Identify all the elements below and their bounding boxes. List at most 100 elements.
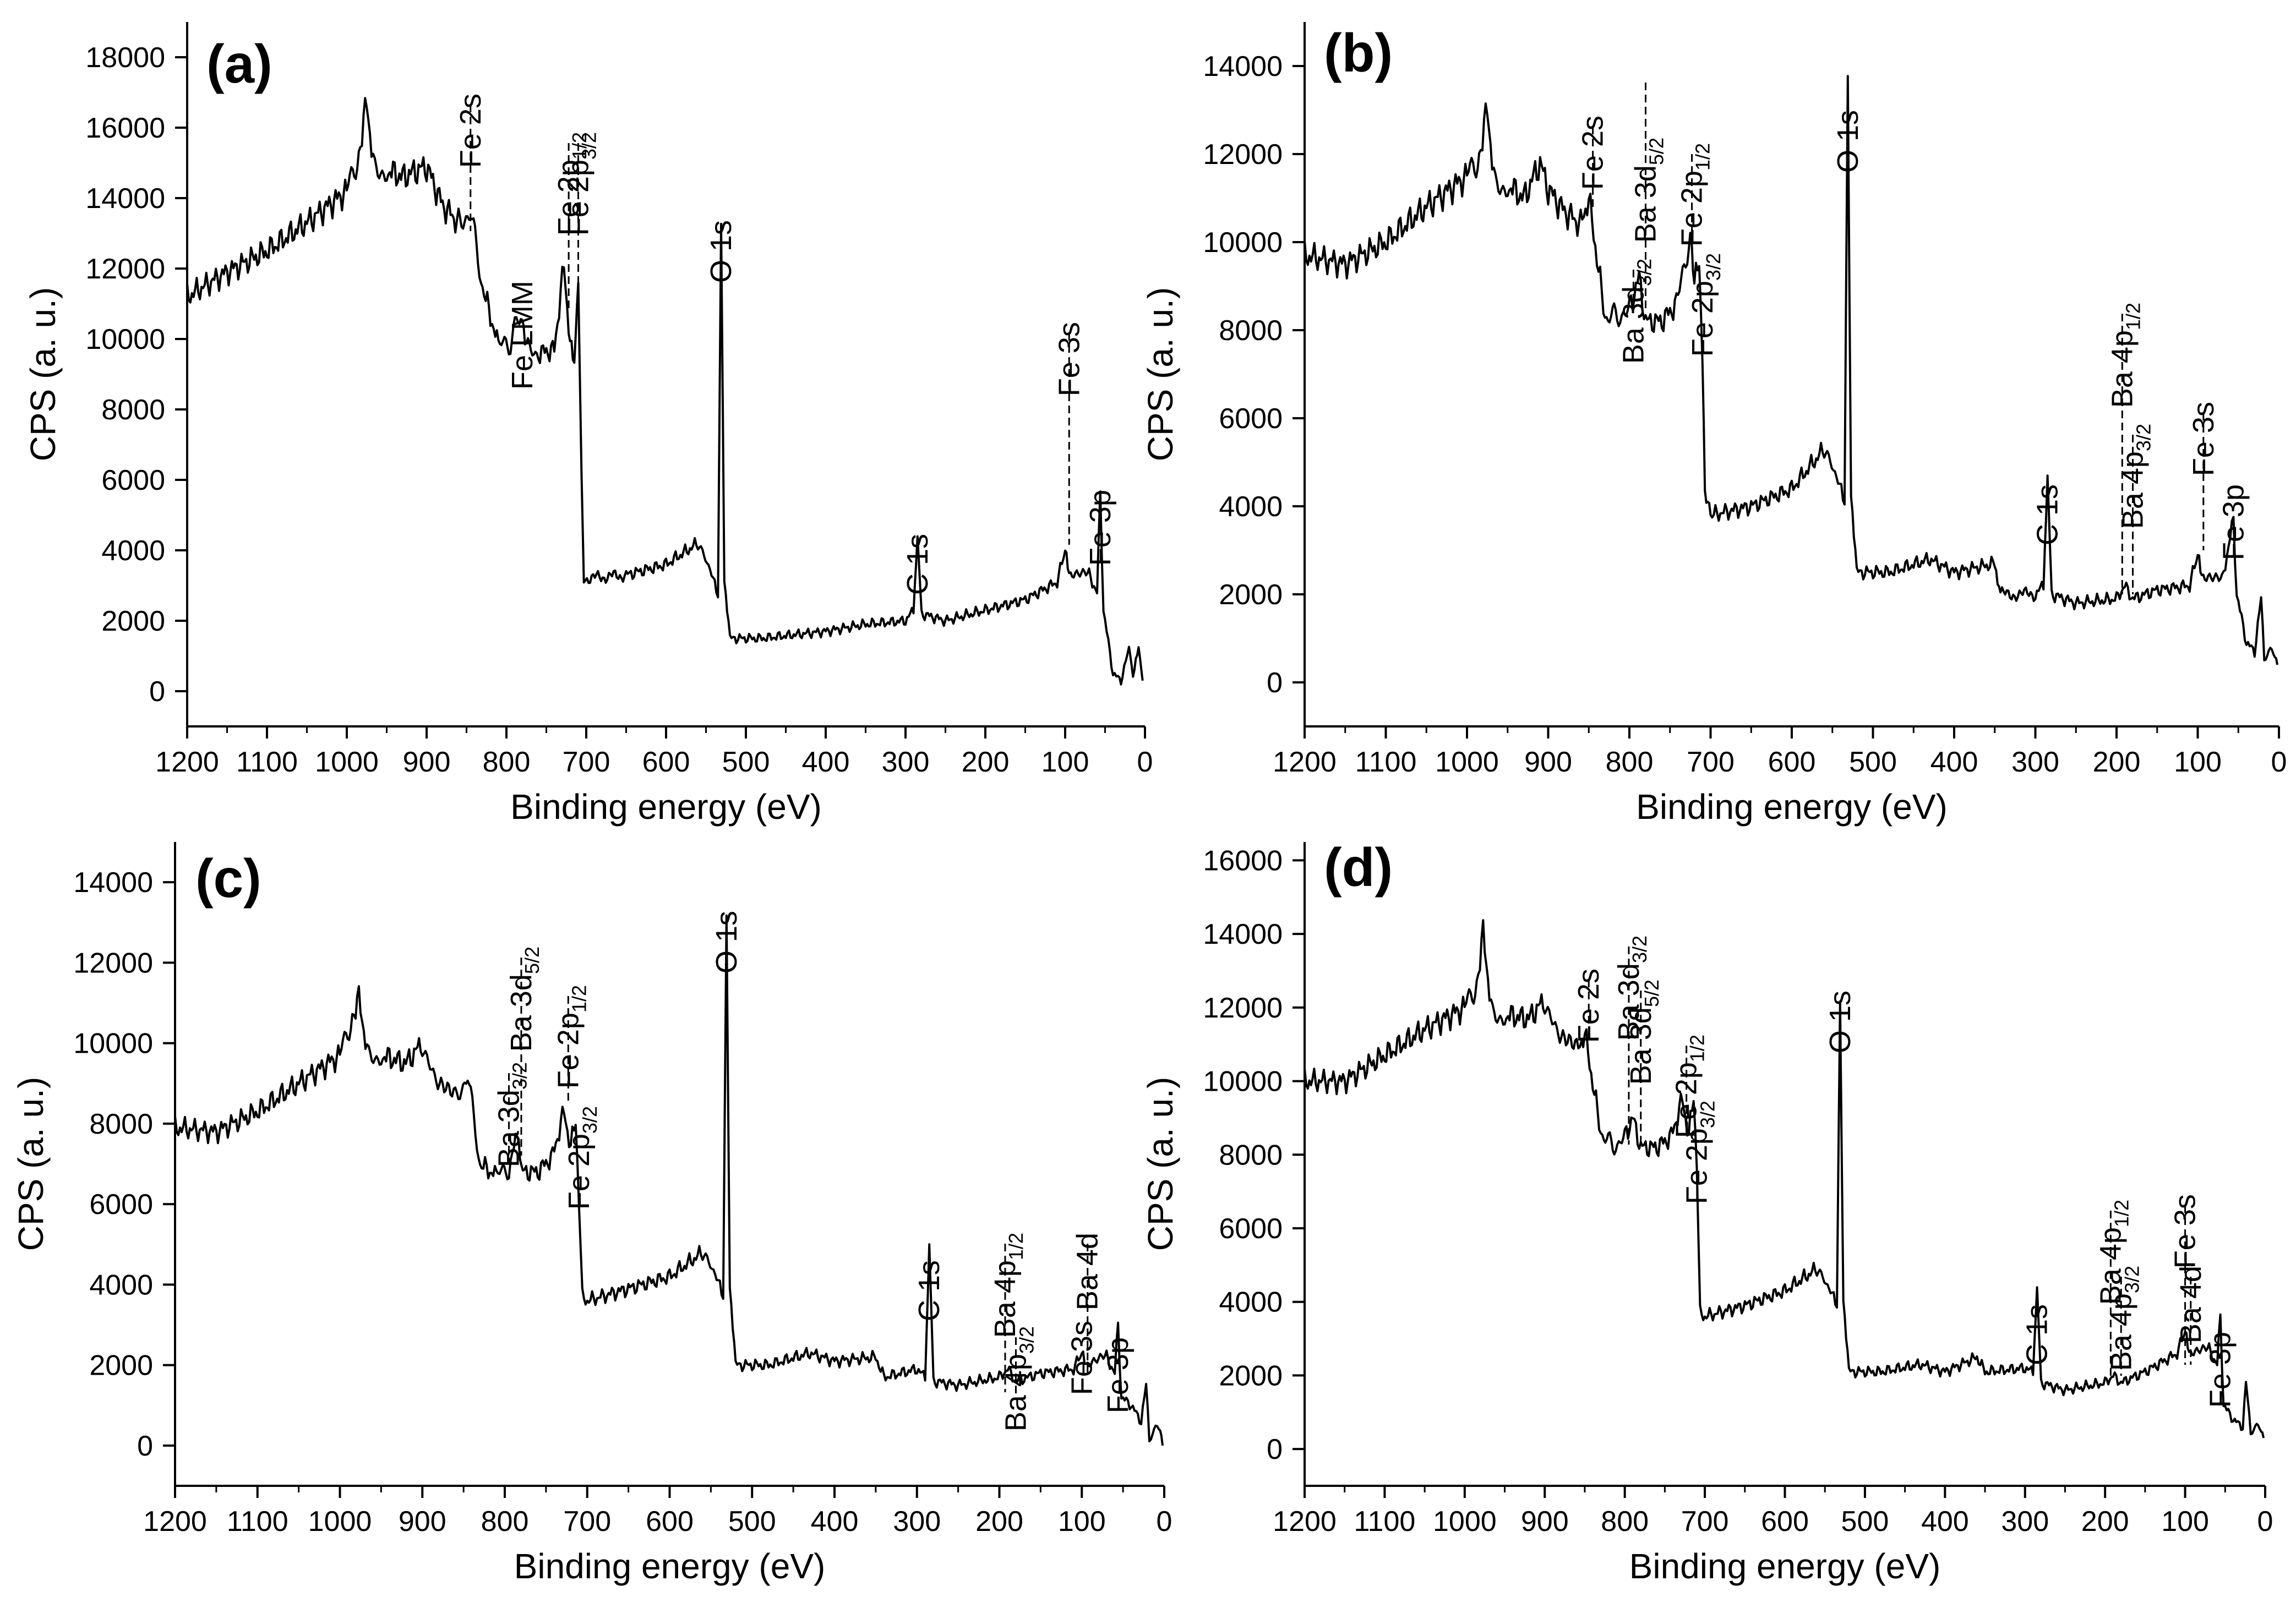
y-tick-label: 12000: [85, 253, 165, 285]
peak-annotation: C 1s: [2031, 484, 2064, 545]
peak-annotation-subscript: 5/2: [1645, 138, 1668, 165]
peak-annotation: O 1s: [1824, 991, 1857, 1053]
peak-annotation-subscript: 5/2: [1640, 980, 1663, 1007]
x-tick-label: 0: [1137, 746, 1153, 778]
peak-annotation-subscript: 3/2: [2133, 424, 2155, 451]
peak-annotation: Fe 3p: [1101, 1337, 1135, 1413]
x-tick-label: 1200: [155, 746, 219, 778]
x-tick-label: 100: [1058, 1506, 1106, 1538]
x-tick-label: 900: [1521, 1506, 1569, 1538]
panel-label: (b): [1324, 23, 1393, 83]
peak-annotation: C 1s: [913, 1260, 946, 1321]
x-tick-label: 100: [2174, 746, 2222, 778]
x-tick-label: 600: [642, 746, 690, 778]
x-tick-label: 500: [1849, 746, 1897, 778]
y-tick-label: 10000: [85, 324, 165, 355]
peak-annotation-subscript: 3/2: [2120, 1266, 2143, 1293]
x-tick-label: 0: [2271, 746, 2287, 778]
y-tick-label: 12000: [1203, 992, 1283, 1024]
peak-annotation: Fe LMM: [506, 281, 539, 390]
y-axis-label: CPS (a. u.): [1141, 287, 1180, 462]
x-axis-label: Binding energy (eV): [510, 787, 822, 827]
peak-annotation: Fe 3p: [2217, 484, 2250, 560]
x-tick-label: 300: [2011, 746, 2059, 778]
panel-label: (c): [195, 848, 261, 909]
spectrum-line: [174, 914, 1164, 1446]
x-tick-label: 900: [1524, 746, 1572, 778]
y-tick-label: 6000: [1219, 1213, 1283, 1245]
y-tick-label: 2000: [89, 1350, 153, 1382]
y-tick-label: 4000: [89, 1269, 153, 1301]
peak-annotation-subscript: 3/2: [579, 1106, 601, 1134]
peak-annotation: Ba 4d: [2174, 1266, 2207, 1343]
x-tick-label: 1200: [1273, 1506, 1337, 1538]
peak-annotation: Fe 3s: [2187, 402, 2220, 476]
x-tick-label: 700: [1681, 1506, 1729, 1538]
peak-annotation: Fe 2s: [454, 94, 487, 168]
y-tick-label: 0: [1267, 1434, 1283, 1465]
x-tick-label: 400: [802, 746, 850, 778]
x-tick-label: 200: [962, 746, 1010, 778]
x-tick-label: 200: [2093, 746, 2141, 778]
y-tick-label: 0: [137, 1430, 153, 1462]
x-tick-label: 700: [563, 1506, 611, 1538]
x-tick-label: 200: [2081, 1506, 2129, 1538]
y-tick-label: 8000: [89, 1108, 153, 1140]
peak-annotation: O 1s: [1831, 110, 1864, 173]
peak-annotation: O 1s: [710, 911, 743, 973]
peak-annotation: C 1s: [901, 534, 934, 595]
peak-annotation-subscript: 1/2: [1005, 1233, 1027, 1260]
y-tick-label: 2000: [101, 605, 165, 637]
spectrum-line: [186, 97, 1144, 686]
x-tick-label: 100: [1041, 746, 1089, 778]
x-tick-label: 1200: [1273, 746, 1337, 778]
y-tick-label: 8000: [1219, 315, 1283, 347]
peak-annotation: Ba 4p3/2: [2104, 1266, 2143, 1371]
x-tick-label: 1200: [143, 1506, 207, 1538]
peak-annotation: C 1s: [2021, 1304, 2054, 1365]
y-tick-label: 16000: [85, 112, 165, 144]
x-tick-label: 700: [1687, 746, 1735, 778]
peak-annotation-subscript: 3/2: [1633, 259, 1655, 286]
x-tick-label: 500: [728, 1506, 776, 1538]
peak-annotation-subscript: 3/2: [1628, 936, 1651, 963]
peak-annotation: Fe 2p1/2: [552, 985, 590, 1089]
y-axis-label: CPS (a. u.): [23, 287, 63, 462]
x-tick-label: 600: [1768, 746, 1816, 778]
y-tick-label: 14000: [73, 867, 153, 899]
spectrum-line: [1304, 919, 2265, 1438]
x-tick-label: 1000: [1433, 1506, 1497, 1538]
peak-annotation-subscript: 3/2: [578, 132, 601, 160]
x-tick-label: 0: [1157, 1506, 1172, 1538]
panel-b: 1200 1100 1000 900 800 700 600 500 400 300 200 100 0…: [1141, 22, 2287, 827]
peak-annotation: Ba 4d: [1071, 1233, 1104, 1310]
y-tick-label: 14000: [85, 183, 165, 215]
peak-annotation: Fe 2s: [1572, 969, 1605, 1043]
peak-annotation-subscript: 3/2: [508, 1062, 531, 1090]
y-tick-label: 2000: [1219, 579, 1283, 611]
x-tick-label: 400: [1921, 1506, 1969, 1538]
spectrum-line: [1304, 75, 2279, 665]
x-axis-label: Binding energy (eV): [1636, 787, 1948, 827]
panel-label: (d): [1324, 837, 1393, 898]
y-tick-label: 12000: [73, 947, 153, 979]
y-tick-label: 2000: [1219, 1360, 1283, 1392]
x-tick-label: 500: [722, 746, 770, 778]
panel-c: 1200 1100 1000 900 800 700 600 500 400 300 200 100 0…: [11, 842, 1172, 1586]
panel-d: 1200 1100 1000 900 800 700 600 500 400 300 200 100 0…: [1141, 837, 2273, 1586]
x-tick-label: 100: [2161, 1506, 2209, 1538]
y-tick-label: 14000: [1203, 918, 1283, 950]
peak-annotation-subscript: 3/2: [1697, 1101, 1719, 1128]
y-tick-label: 6000: [101, 464, 165, 496]
peak-annotation-subscript: 1/2: [2122, 303, 2144, 330]
y-tick-label: 8000: [1219, 1139, 1283, 1171]
peak-annotation: Fe 3p: [2204, 1332, 2237, 1408]
peak-annotation-subscript: 3/2: [1702, 253, 1725, 281]
x-tick-label: 500: [1841, 1506, 1889, 1538]
peak-annotation: Fe 2s: [1577, 116, 1610, 190]
y-tick-label: 10000: [1203, 1066, 1283, 1098]
y-tick-label: 18000: [85, 42, 165, 74]
peak-annotation-subscript: 1/2: [1692, 143, 1714, 171]
